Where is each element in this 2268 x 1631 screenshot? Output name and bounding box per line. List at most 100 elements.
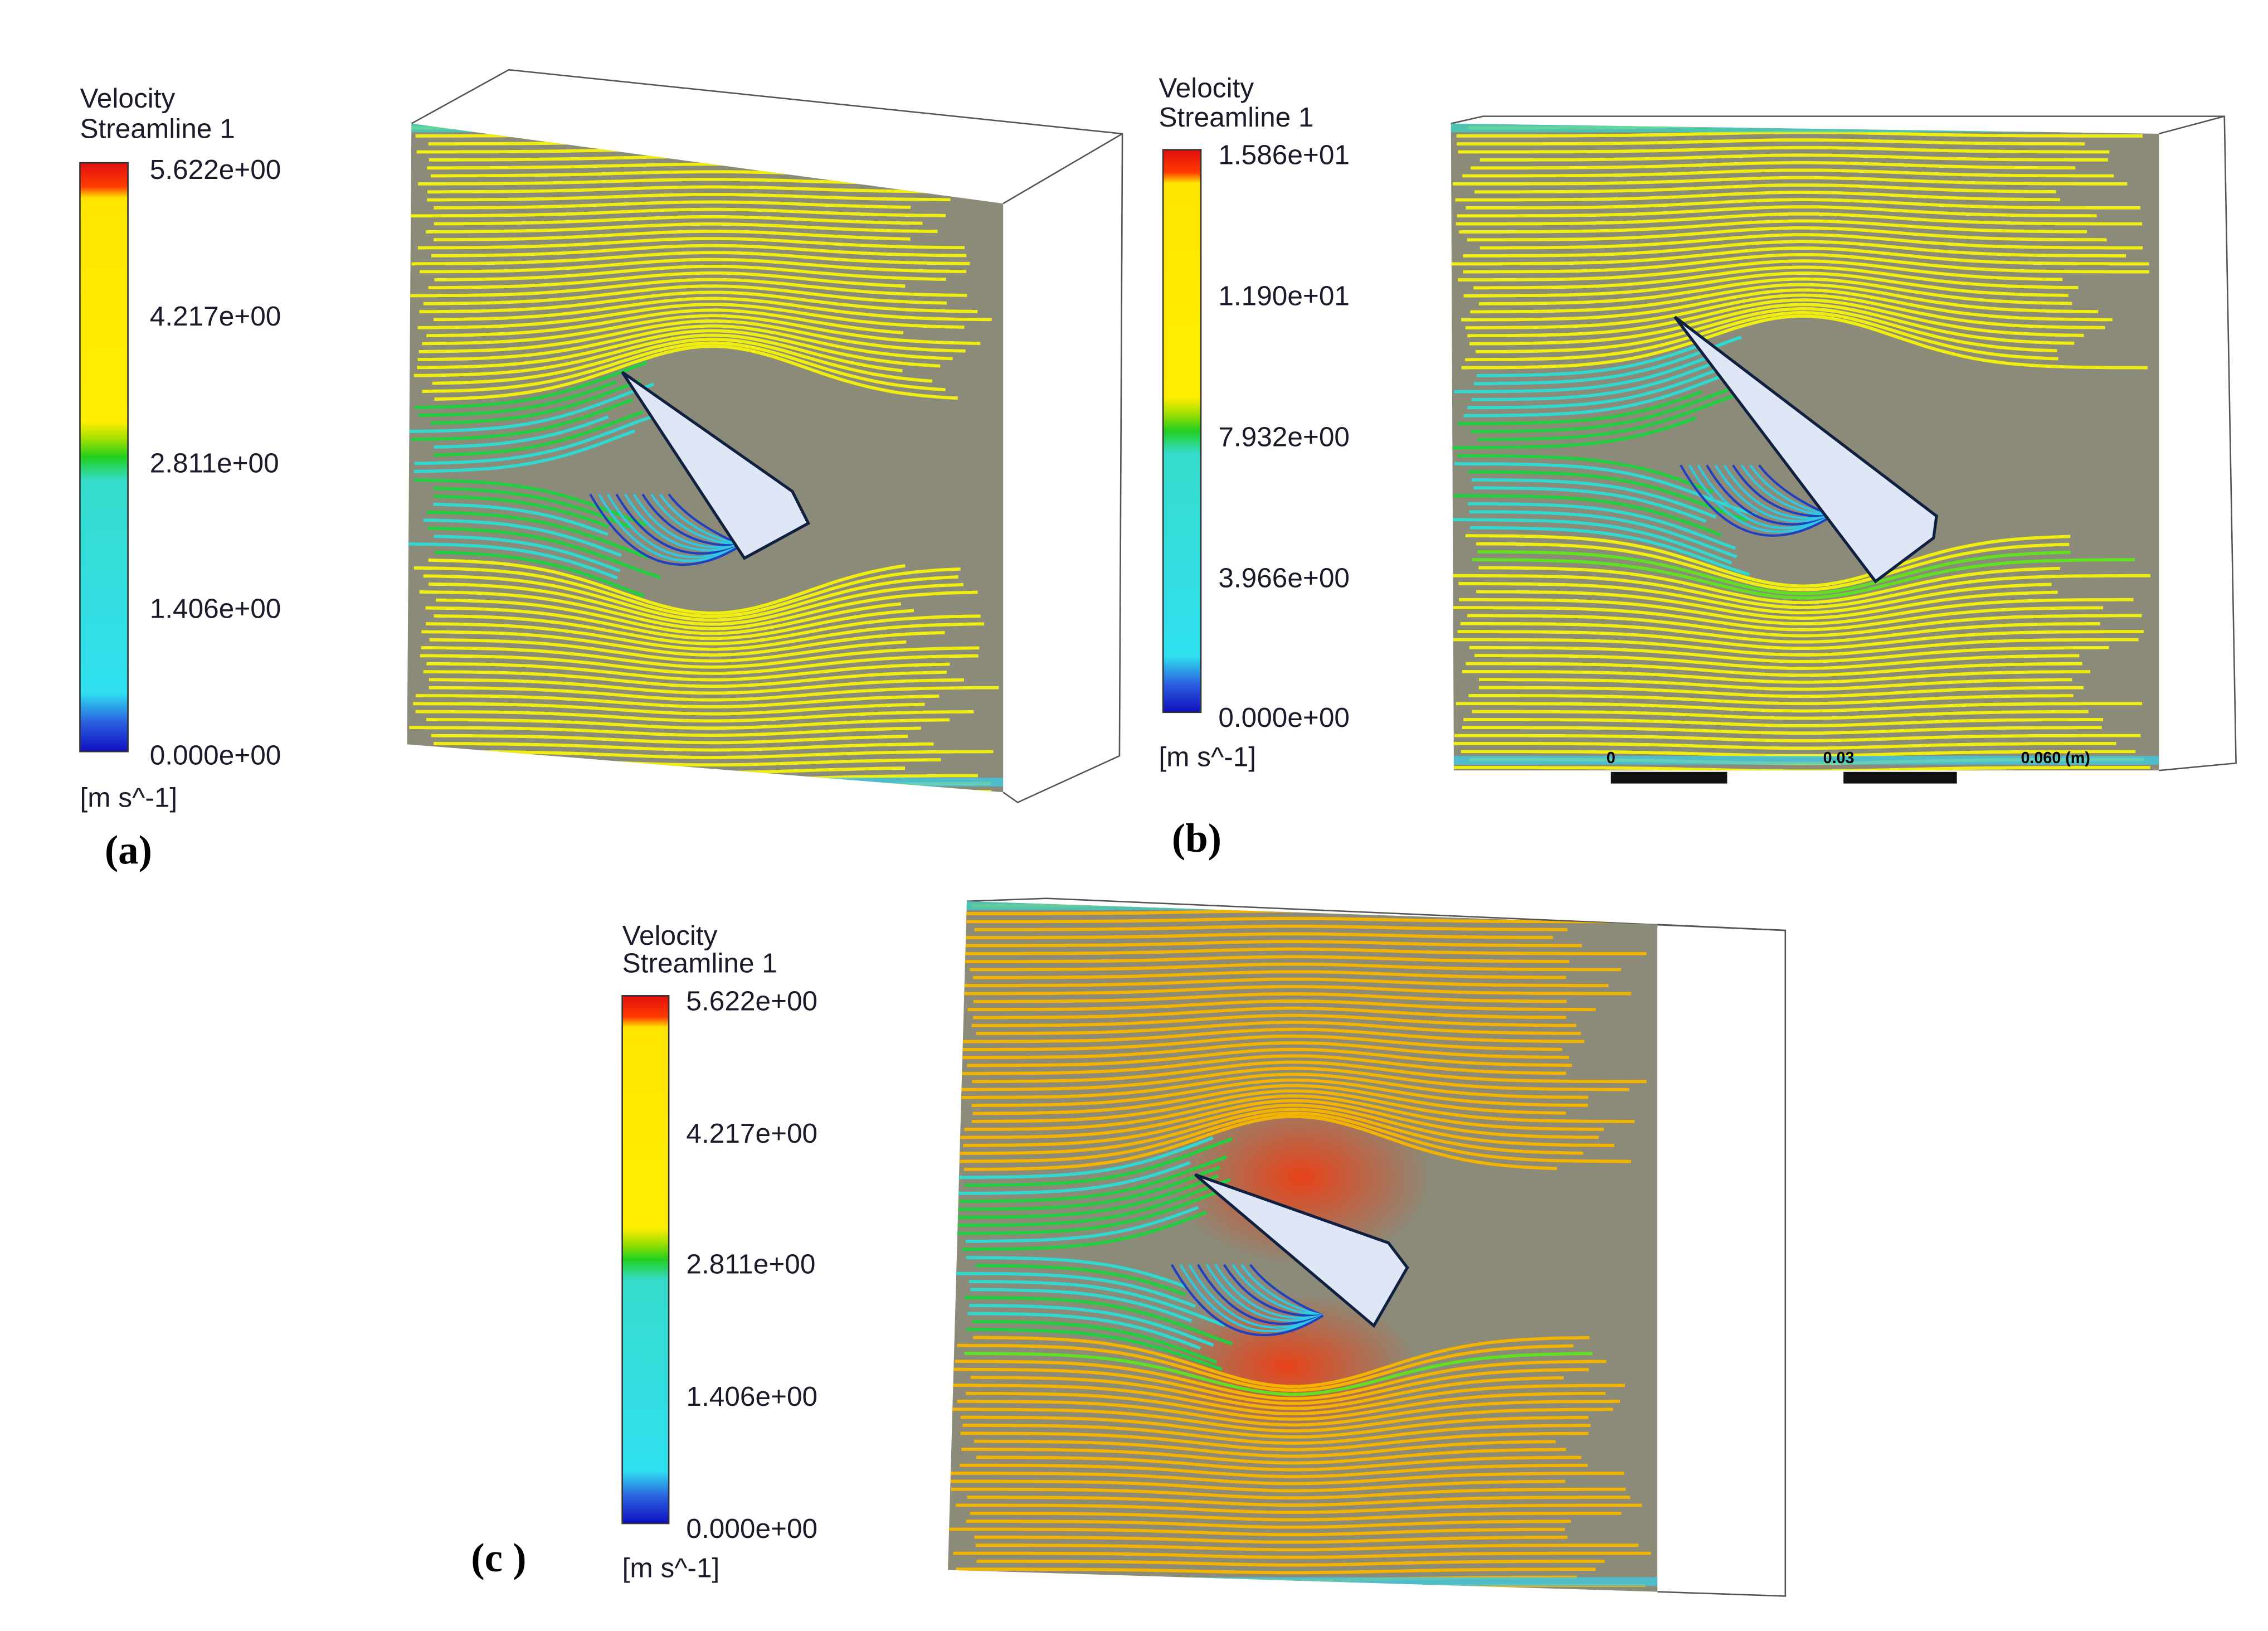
streamline [1468, 470, 1748, 522]
streamline [948, 932, 1553, 939]
scale-label: 0.060 (m) [2021, 749, 2090, 767]
streamline [428, 558, 906, 615]
wall-streamline [1451, 756, 2159, 765]
vortex-streamline [1214, 1264, 1323, 1319]
unit: [m s^-1] [1159, 741, 1256, 772]
streamline [415, 710, 974, 723]
streamline [972, 970, 1566, 979]
streamline [433, 742, 934, 752]
streamline [423, 670, 947, 688]
streamline [1452, 638, 2139, 657]
streamline [1469, 303, 2075, 346]
wing [1673, 315, 1938, 584]
streamline [1462, 669, 2091, 684]
wall-streamline [1451, 123, 2159, 133]
streamline [1472, 478, 1717, 519]
vortex-streamline [641, 493, 742, 547]
streamline [1468, 502, 1736, 550]
streamline [953, 940, 1582, 948]
streamline [426, 308, 904, 338]
vortex-streamline [606, 493, 742, 559]
streamline [434, 264, 946, 281]
streamline [419, 590, 978, 630]
scene [407, 69, 1123, 804]
streamline [955, 1360, 1607, 1401]
vortex-streamline [668, 493, 742, 546]
vortex-streamline [1680, 464, 1833, 537]
streamline [963, 1114, 1558, 1171]
streamline [409, 726, 921, 737]
legend-title: Streamline 1 [80, 113, 235, 144]
streamline [952, 1041, 1569, 1060]
vortex-streamline [1232, 1264, 1323, 1317]
streamline [1467, 298, 2084, 338]
streamline [421, 630, 945, 657]
streamline [1452, 606, 2104, 632]
vortex-streamline [1732, 464, 1832, 518]
streamline [967, 1312, 1201, 1350]
colorbar [1162, 149, 1202, 713]
wall-streamline [407, 123, 1004, 133]
streamline [1457, 138, 2085, 146]
streamline [962, 1211, 1207, 1251]
streamline [969, 1304, 1214, 1347]
streamline [413, 333, 903, 377]
vortex-streamline [598, 493, 742, 562]
streamline [950, 1384, 1625, 1415]
streamline [965, 1295, 1233, 1346]
streamline [955, 1108, 1583, 1156]
streamline [427, 185, 997, 194]
streamline [1470, 161, 2076, 170]
streamline [429, 678, 965, 695]
panel-label: (a) [105, 827, 152, 872]
streamline [414, 361, 648, 409]
streamline [434, 415, 609, 449]
streamline [433, 502, 609, 536]
streamline [419, 290, 978, 313]
streamline [1462, 168, 2114, 178]
streamline [434, 200, 911, 210]
streamline [970, 962, 1622, 972]
streamline [957, 1400, 1620, 1427]
panel-label: (b) [1172, 816, 1221, 861]
streamline [1459, 219, 2087, 234]
streamline [419, 258, 966, 274]
streamline [417, 237, 965, 250]
scene [1451, 115, 2237, 771]
streamline [973, 1006, 1566, 1020]
streamline [950, 1407, 1613, 1433]
tick-label: 0.000e+00 [150, 740, 281, 771]
streamline [975, 1543, 1639, 1552]
streamline [957, 1035, 1563, 1051]
streamline [421, 646, 980, 669]
streamline [948, 1527, 1565, 1536]
streamline [415, 132, 974, 138]
streamline [966, 1391, 1606, 1421]
streamline [413, 566, 961, 618]
streamline [427, 193, 951, 202]
streamline [1463, 271, 2069, 298]
streamline [426, 718, 950, 730]
vortex-streamline [1697, 464, 1833, 530]
vortex-streamline [632, 493, 742, 548]
streamline [431, 244, 967, 258]
streamline [1471, 356, 1728, 401]
streamline [423, 284, 947, 305]
streamline [966, 1520, 1571, 1529]
tick-label: 7.932e+00 [1218, 421, 1350, 453]
streamline [434, 494, 609, 528]
streamline [1472, 710, 2089, 720]
streamline [1476, 542, 2070, 591]
streamline [956, 984, 1632, 996]
tick-label: 5.622e+00 [150, 154, 281, 185]
unit: [m s^-1] [80, 781, 177, 813]
tick-label: 1.406e+00 [686, 1381, 817, 1412]
streamline [961, 1448, 1566, 1465]
streamline [1470, 283, 2099, 314]
streamline [411, 207, 946, 218]
vortex-streamline [1740, 464, 1832, 517]
streamline [972, 1319, 1218, 1364]
wall-streamline [407, 778, 1004, 787]
streamline [433, 230, 911, 241]
streamline [1468, 693, 2074, 706]
